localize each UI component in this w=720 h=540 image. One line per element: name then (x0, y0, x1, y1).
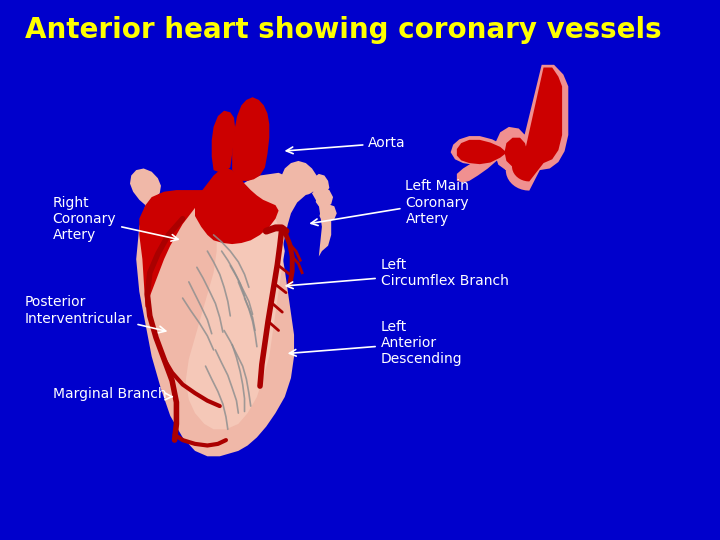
Text: Anterior heart showing coronary vessels: Anterior heart showing coronary vessels (24, 16, 662, 44)
Text: Left
Circumflex Branch: Left Circumflex Branch (287, 258, 508, 288)
Polygon shape (457, 152, 503, 183)
Text: Right
Coronary
Artery: Right Coronary Artery (53, 195, 178, 242)
Polygon shape (130, 168, 161, 205)
Polygon shape (139, 190, 214, 308)
Text: Posterior
Interventricular: Posterior Interventricular (24, 295, 166, 333)
Polygon shape (136, 173, 331, 456)
Polygon shape (195, 167, 279, 244)
Text: Left
Anterior
Descending: Left Anterior Descending (289, 320, 462, 366)
Polygon shape (186, 202, 285, 429)
Text: Aorta: Aorta (287, 136, 406, 154)
Polygon shape (451, 136, 506, 165)
Polygon shape (320, 204, 337, 222)
Polygon shape (495, 65, 568, 191)
Polygon shape (232, 97, 269, 181)
Polygon shape (312, 174, 329, 195)
Text: Marginal Branch: Marginal Branch (53, 387, 172, 401)
Text: Left Main
Coronary
Artery: Left Main Coronary Artery (311, 179, 469, 226)
Polygon shape (315, 188, 333, 208)
Polygon shape (457, 140, 505, 164)
Polygon shape (212, 111, 235, 172)
Polygon shape (279, 161, 318, 195)
Polygon shape (505, 68, 562, 181)
